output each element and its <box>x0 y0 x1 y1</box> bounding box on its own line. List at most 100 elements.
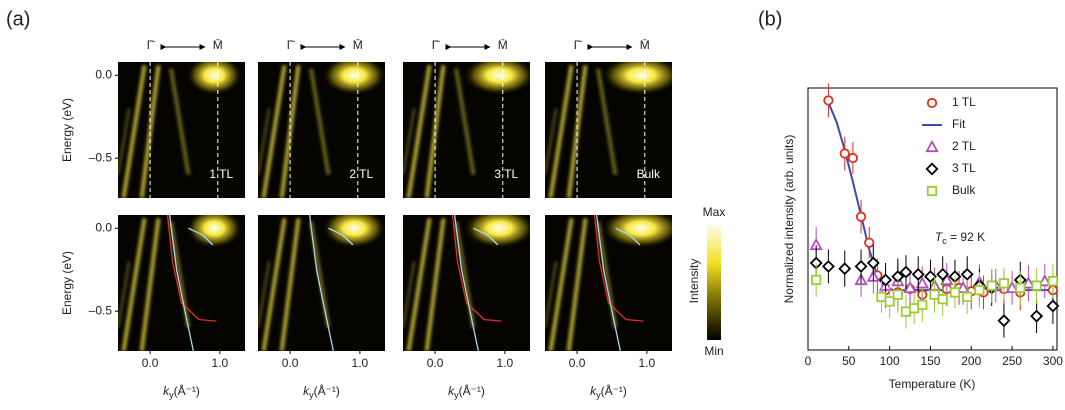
marker <box>824 96 832 104</box>
text: (Å⁻¹) <box>459 383 485 398</box>
x-tick-label: 0 <box>805 354 812 368</box>
arpes-content: 3 TL <box>403 55 535 198</box>
y-tick-label: 0.0 <box>95 220 112 234</box>
gamma-label: Γ̄ <box>574 38 583 52</box>
legend-label: 1 TL <box>952 95 976 109</box>
marker <box>856 261 866 271</box>
marker <box>928 187 936 195</box>
marker <box>841 149 849 157</box>
marker <box>823 261 833 271</box>
arpes-content <box>403 208 535 351</box>
x-axis-label: Temperature (K) <box>889 377 976 391</box>
arpes-content: 2 TL <box>258 55 386 198</box>
arpes-content <box>258 208 386 351</box>
text: (Å⁻¹) <box>314 383 340 398</box>
plot-frame <box>808 88 1057 350</box>
marker <box>885 297 893 305</box>
x-tick-label: 1.0 <box>639 356 656 370</box>
marker <box>910 304 918 312</box>
x-axis-label: ky(Å⁻¹) <box>303 383 340 400</box>
legend-label: Fit <box>952 117 966 131</box>
x-tick-label: 50 <box>842 354 856 368</box>
sample-label: 1 TL <box>209 167 233 181</box>
annotation: Tc = 92 K <box>935 230 985 246</box>
marker <box>1000 279 1008 287</box>
arpes-image <box>545 208 681 351</box>
marker <box>857 213 865 221</box>
marker <box>963 293 971 301</box>
marker <box>865 239 873 247</box>
y-axis-label: Normalized intensity (arb. units) <box>782 135 796 304</box>
x-tick-label: 0.0 <box>142 356 159 370</box>
arpes-content: 1 TL <box>118 55 245 198</box>
arpes-image <box>403 208 535 351</box>
x-tick-label: 150 <box>920 354 940 368</box>
intensity-spot <box>601 55 681 95</box>
x-tick-label: 0.0 <box>427 356 444 370</box>
arpes-content <box>545 208 681 351</box>
legend-label: Bulk <box>952 183 976 197</box>
marker <box>939 295 947 303</box>
intensity-spot <box>322 55 386 95</box>
arpes-image <box>258 208 386 351</box>
panel-label: (a) <box>6 8 30 30</box>
legend-label: 2 TL <box>952 139 976 153</box>
arpes-content <box>118 208 245 351</box>
marker <box>928 99 936 107</box>
x-tick-label: 250 <box>1002 354 1022 368</box>
marker <box>975 286 983 294</box>
marker <box>987 281 995 289</box>
marker <box>812 276 820 284</box>
m-label: M̄ <box>498 38 508 52</box>
x-tick-label: 200 <box>961 354 981 368</box>
y-tick-label: 0.0 <box>95 67 112 81</box>
m-label: M̄ <box>640 38 650 52</box>
marker <box>840 263 850 273</box>
x-tick-label: 1.0 <box>497 356 514 370</box>
x-tick-label: 1.0 <box>352 356 369 370</box>
intensity-spot <box>601 208 681 248</box>
marker <box>894 290 902 298</box>
marker <box>918 301 926 309</box>
marker <box>1016 284 1024 292</box>
marker <box>951 288 959 296</box>
y-axis-label: Energy (eV) <box>60 98 74 162</box>
intensity-spot <box>322 208 386 248</box>
y-tick-label: –0.5 <box>89 303 113 317</box>
marker <box>849 154 857 162</box>
arpes-image: 2 TL <box>258 55 386 198</box>
intensity-spot <box>463 55 535 95</box>
x-tick-label: 100 <box>880 354 900 368</box>
colorbar-min: Min <box>704 344 723 358</box>
marker <box>902 307 910 315</box>
marker <box>930 290 938 298</box>
x-tick-label: 0.0 <box>569 356 586 370</box>
sample-label: 2 TL <box>349 167 373 181</box>
marker <box>999 315 1009 325</box>
arpes-image: 1 TL <box>118 55 245 198</box>
x-axis-label: ky(Å⁻¹) <box>590 383 627 400</box>
marker <box>927 164 937 174</box>
gamma-label: Γ̄ <box>287 38 296 52</box>
colorbar-max: Max <box>703 205 726 219</box>
marker <box>1031 311 1041 321</box>
x-axis-label: ky(Å⁻¹) <box>448 383 485 400</box>
gamma-label: Γ̄ <box>432 38 441 52</box>
x-axis-label: ky(Å⁻¹) <box>163 383 200 400</box>
marker <box>927 142 937 151</box>
sample-label: 3 TL <box>494 167 518 181</box>
intensity-spot <box>186 55 242 95</box>
panel-label: (b) <box>758 8 782 30</box>
x-tick-label: 1.0 <box>212 356 229 370</box>
x-tick-label: 0.0 <box>282 356 299 370</box>
arpes-content: Bulk <box>545 55 681 198</box>
text: = 92 K <box>947 230 985 244</box>
colorbar-label: Intensity <box>687 259 701 304</box>
text: (Å⁻¹) <box>174 383 200 398</box>
marker <box>1049 277 1057 285</box>
marker <box>1032 281 1040 289</box>
figure: (a) (b) Max Min Intensity Temperature (K… <box>0 0 1065 410</box>
gamma-label: Γ̄ <box>147 38 156 52</box>
sample-label: Bulk <box>637 167 661 181</box>
y-axis-label: Energy (eV) <box>60 251 74 315</box>
